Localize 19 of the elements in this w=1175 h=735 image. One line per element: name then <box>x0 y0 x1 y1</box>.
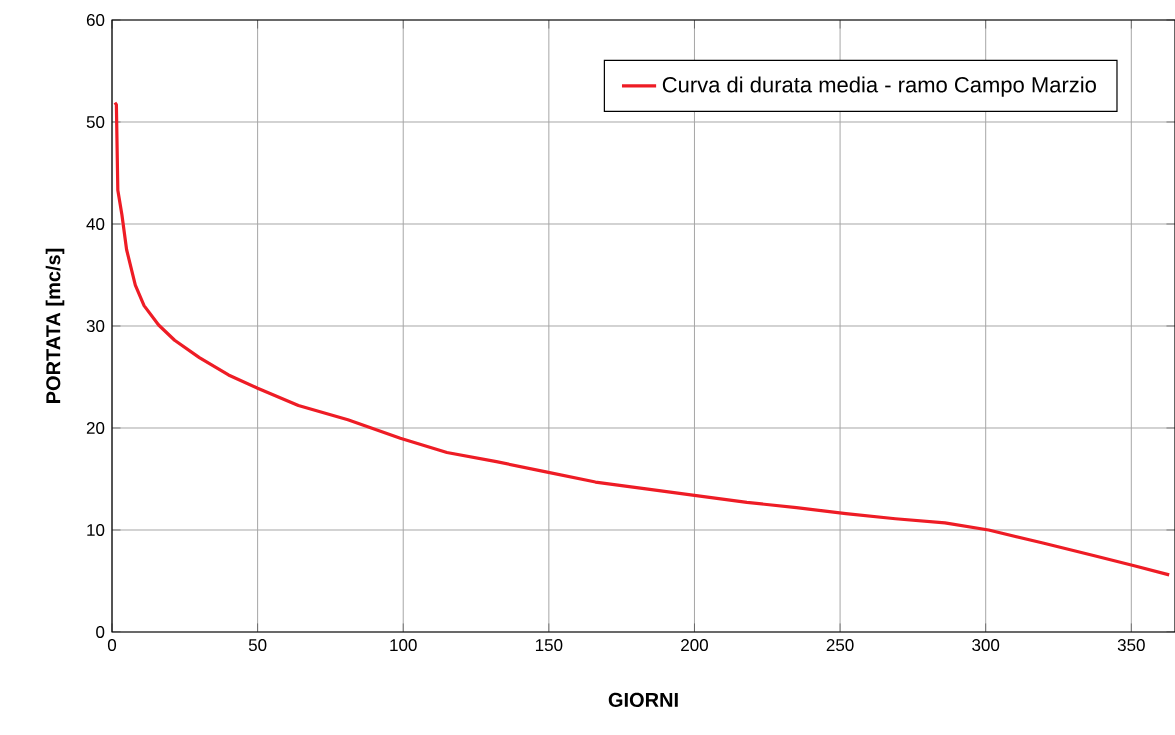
y-tick-label: 10 <box>87 523 105 536</box>
x-tick-label: 350 <box>1117 639 1145 652</box>
legend-label: Curva di durata media - ramo Campo Marzio <box>662 76 1096 97</box>
y-tick-label: 30 <box>86 319 105 332</box>
x-tick-label: 150 <box>535 639 563 652</box>
y-tick-label: 0 <box>96 625 105 638</box>
x-axis-title: GIORNI <box>608 692 678 707</box>
line-series <box>113 101 1171 577</box>
y-tick-label: 50 <box>86 116 105 129</box>
x-tick-label: 250 <box>826 639 854 652</box>
x-tick-label: 0 <box>107 639 117 652</box>
y-axis-title: PORTATA [mc/s] <box>45 248 65 403</box>
x-tick-label: 50 <box>248 639 267 652</box>
x-tick-label: 200 <box>681 639 708 652</box>
y-tick-label: 60 <box>86 14 105 27</box>
x-tick-label: 300 <box>972 639 1000 652</box>
x-tick-label: 100 <box>390 639 417 652</box>
y-tick-label: 20 <box>86 421 105 434</box>
y-tick-label: 40 <box>86 218 105 231</box>
